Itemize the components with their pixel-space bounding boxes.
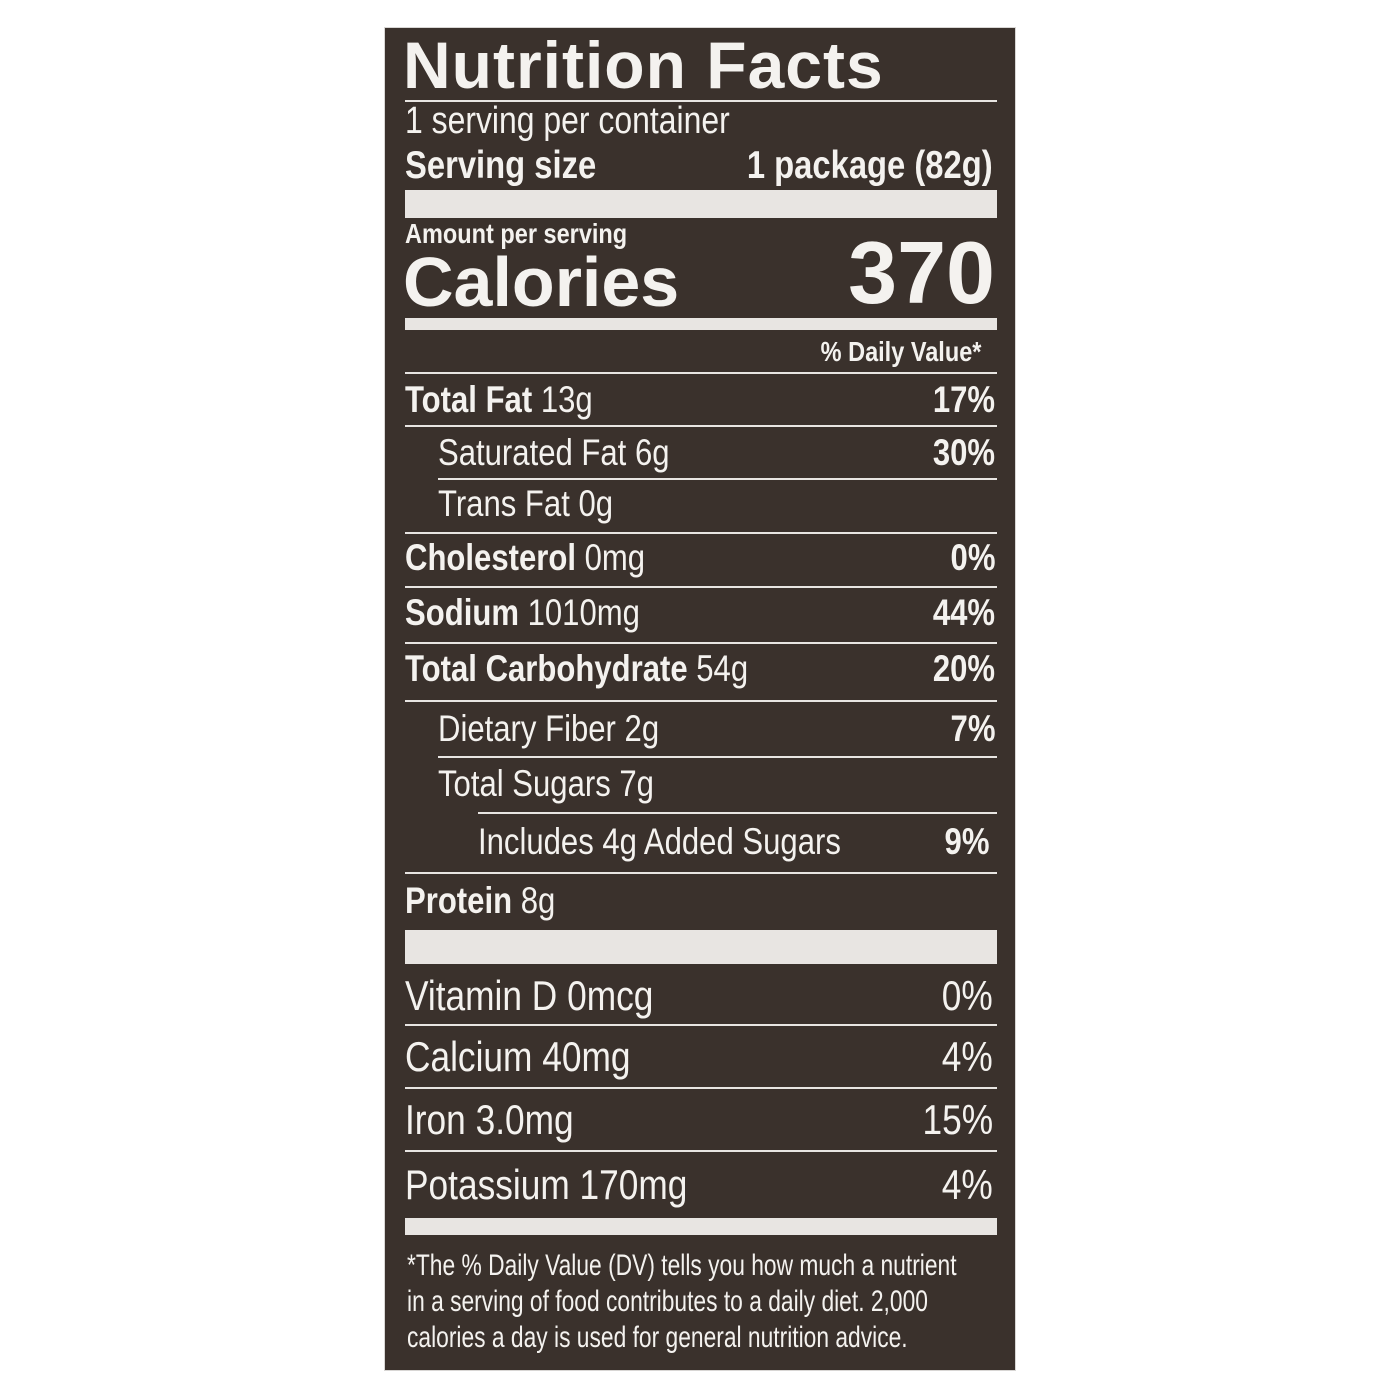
divider <box>478 812 997 814</box>
footnote: *The % Daily Value (DV) tells you how mu… <box>407 1248 1130 1356</box>
nutrient-row-protein: Protein 8g <box>405 879 995 923</box>
serving-size-value-text: 1 package (82g) <box>747 144 993 187</box>
nutrient-row-dietary-fiber: Dietary Fiber 2g 7% <box>438 707 995 751</box>
vitamin-text: Vitamin D 0mcg <box>405 972 654 1019</box>
vitamin-text: Calcium 40mg <box>405 1033 631 1080</box>
nutrient-name: Dietary Fiber <box>438 708 616 749</box>
nutrient-name: Trans Fat <box>438 483 570 524</box>
divider <box>405 872 997 874</box>
amount-per-serving-text: Amount per serving <box>405 218 628 249</box>
nutrient-amount: 1010mg <box>527 592 640 633</box>
divider <box>405 100 997 102</box>
nutrient-amount: 6g <box>634 432 670 473</box>
nutrient-name: Sodium <box>405 592 519 633</box>
servings-per-container: 1 serving per container <box>405 102 792 140</box>
thick-divider <box>405 930 997 964</box>
label-title: Nutrition Facts <box>403 28 884 102</box>
divider <box>438 478 997 480</box>
daily-value-header: % Daily Value* <box>790 335 981 369</box>
vitamin-row-potassium: Potassium 170mg 4% <box>405 1161 993 1209</box>
nutrient-amount: 7g <box>619 763 654 804</box>
serving-size-label-text: Serving size <box>405 144 597 187</box>
thick-divider <box>405 190 997 218</box>
divider <box>405 532 997 534</box>
nutrient-row-saturated-fat: Saturated Fat 6g 30% <box>438 431 995 475</box>
nutrient-dv: 0% <box>950 537 995 578</box>
serving-size-label: Serving size <box>405 146 633 186</box>
nutrient-row-total-fat: Total Fat 13g 17% <box>405 378 995 422</box>
servings-per-container-text: 1 serving per container <box>405 100 730 142</box>
divider <box>405 372 997 374</box>
nutrient-name: Saturated Fat <box>438 432 627 473</box>
vitamin-dv: 4% <box>942 1161 993 1208</box>
nutrient-row-total-sugars: Total Sugars 7g <box>438 762 995 806</box>
divider <box>405 586 997 588</box>
nutrient-amount: 2g <box>624 708 660 749</box>
medium-divider <box>405 1218 997 1235</box>
amount-per-serving: Amount per serving <box>405 220 669 248</box>
vitamin-dv: 4% <box>942 1033 993 1080</box>
nutrient-amount: 0g <box>578 483 614 524</box>
nutrient-dv: 17% <box>932 379 995 420</box>
divider <box>438 756 997 758</box>
divider <box>405 425 997 427</box>
vitamin-row-calcium: Calcium 40mg 4% <box>405 1033 993 1081</box>
serving-size-value: 1 package (82g) <box>700 146 993 186</box>
footnote-line: calories a day is used for general nutri… <box>407 1321 908 1354</box>
nutrient-dv: 9% <box>944 821 989 862</box>
nutrient-name: Includes 4g Added Sugars <box>478 821 841 862</box>
daily-value-header-text: % Daily Value* <box>820 336 981 367</box>
divider <box>405 642 997 644</box>
calories-label: Calories <box>403 243 680 321</box>
nutrient-name: Total Fat <box>405 379 533 420</box>
calories-value: 370 <box>848 223 995 322</box>
nutrient-row-cholesterol: Cholesterol 0mg 0% <box>405 536 995 580</box>
nutrient-amount: 54g <box>696 648 749 689</box>
medium-divider <box>405 318 997 330</box>
vitamin-row-iron: Iron 3.0mg 15% <box>405 1096 993 1144</box>
divider <box>405 1087 997 1089</box>
divider <box>405 1024 997 1026</box>
nutrient-row-sodium: Sodium 1010mg 44% <box>405 591 995 635</box>
vitamin-dv: 15% <box>922 1096 993 1143</box>
footnote-line: *The % Daily Value (DV) tells you how mu… <box>407 1249 957 1282</box>
nutrient-name: Cholesterol <box>405 537 576 578</box>
nutrient-name: Protein <box>405 880 513 921</box>
nutrient-dv: 7% <box>950 708 995 749</box>
nutrition-facts-label: Nutrition Facts 1 serving per container … <box>385 28 1015 1370</box>
nutrient-dv: 20% <box>932 648 995 689</box>
nutrient-dv: 44% <box>932 592 995 633</box>
nutrient-amount: 13g <box>540 379 593 420</box>
vitamin-text: Potassium 170mg <box>405 1161 688 1208</box>
vitamin-dv: 0% <box>942 972 993 1019</box>
nutrient-row-added-sugars: Includes 4g Added Sugars 9% <box>478 820 989 864</box>
divider <box>405 1150 997 1152</box>
nutrient-row-trans-fat: Trans Fat 0g <box>438 482 995 526</box>
divider <box>405 700 997 702</box>
nutrient-name: Total Carbohydrate <box>405 648 688 689</box>
nutrient-name: Total Sugars <box>438 763 611 804</box>
vitamin-row-vitamin-d: Vitamin D 0mcg 0% <box>405 972 993 1020</box>
nutrient-amount: 8g <box>520 880 556 921</box>
nutrient-amount: 0mg <box>584 537 646 578</box>
nutrient-dv: 30% <box>932 432 995 473</box>
vitamin-text: Iron 3.0mg <box>405 1096 574 1143</box>
nutrient-row-total-carbohydrate: Total Carbohydrate 54g 20% <box>405 647 995 691</box>
footnote-line: in a serving of food contributes to a da… <box>407 1285 928 1318</box>
